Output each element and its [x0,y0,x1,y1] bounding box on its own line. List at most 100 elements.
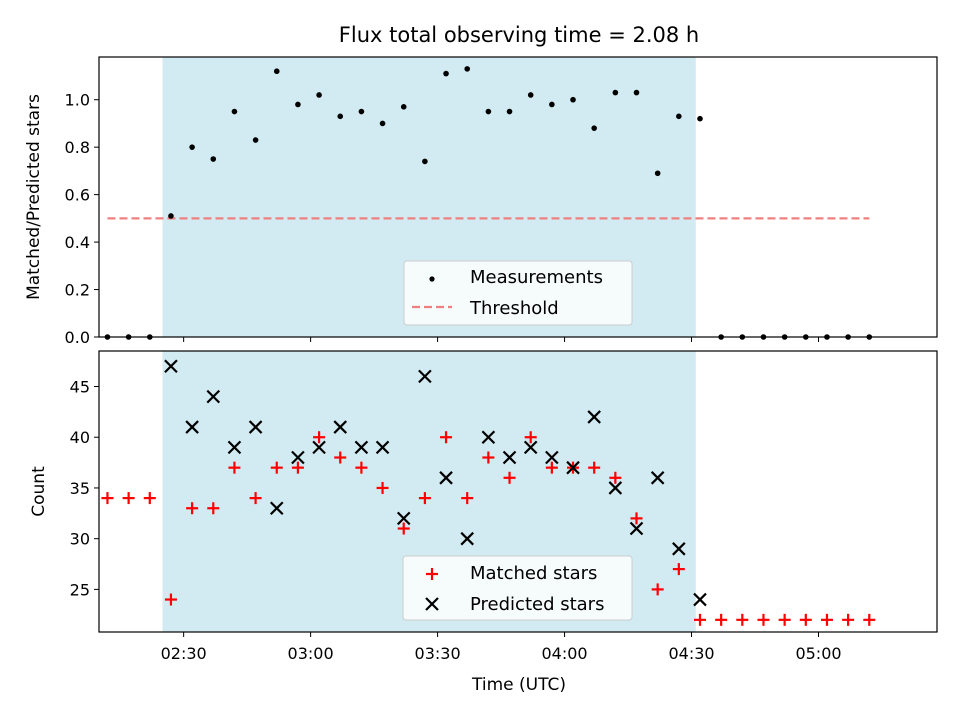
count-axes-frame [98,350,938,633]
measurement-point [422,158,428,165]
matched-star-point [334,451,347,464]
predicted-star-point [650,471,665,485]
measurement-point [570,96,576,103]
matched-star-point [503,471,516,484]
predicted-star-point [439,471,453,485]
measurement-point [273,68,280,75]
ratio-legend: Measurements Threshold [403,260,633,326]
predicted-star-point [566,460,580,475]
matched-star-point [397,522,410,535]
matched-star-point [736,613,749,626]
matched-star-point [143,492,156,505]
predicted-star-point [672,542,686,556]
matched-star-point [355,461,368,474]
measurement-point [549,101,555,108]
predicted-star-point [227,440,242,455]
legend-marker-measurements [429,276,435,282]
measurement-point [168,213,174,219]
matched-star-point [693,613,706,626]
measurement-point [591,125,597,131]
legend-label-measurements: Measurements [470,267,603,288]
predicted-star-point [375,440,390,455]
legend-marker-matched [426,568,438,580]
matched-star-point [820,613,833,626]
predicted-star-point [333,420,348,434]
ratio-y-axis-label: Matched/Predicted stars [24,94,44,300]
matched-star-point [461,492,474,505]
predicted-star-point [502,450,517,465]
y-tick-label: 0.2 [65,281,90,300]
measurement-point [337,113,344,120]
predicted-star-point [418,369,432,384]
measurement-point [464,66,471,72]
x-tick-label: 04:00 [542,644,588,663]
predicted-star-point [693,592,707,607]
matched-star-point [630,512,643,525]
y-tick-label: 0.0 [65,328,90,347]
predicted-star-point [587,410,601,424]
matched-star-points [101,431,876,626]
predicted-star-point [185,420,199,434]
legend-label-matched: Matched stars [470,563,597,584]
count-legend: Matched stars Predicted stars [402,555,633,621]
matched-star-point [122,492,135,505]
predicted-star-points [164,359,707,607]
ratio-y-ticks: 0.0 0.2 0.4 0.6 0.8 1.0 [65,91,99,347]
legend-label-predicted: Predicted stars [470,594,604,615]
matched-star-point [588,461,601,474]
matched-star-point [609,471,622,484]
matched-star-point [376,481,389,494]
measurement-points [104,66,873,340]
count-panel: 25 30 35 40 45 02:30 03:00 03:30 04:00 04:30 05:0… [29,350,938,695]
predicted-star-point [460,531,474,546]
matched-star-point [164,593,177,606]
y-tick-label: 45 [70,378,90,397]
x-tick-label: 03:00 [288,644,334,663]
measurement-point [210,156,217,162]
x-axis-label: Time (UTC) [471,675,566,695]
matched-star-point [313,431,326,444]
y-tick-label: 40 [70,428,90,447]
matched-star-point [863,613,876,626]
ratio-axes-frame [98,56,938,338]
x-tick-label: 03:30 [415,644,461,663]
measurement-point [506,108,513,115]
y-tick-label: 30 [70,530,90,549]
measurement-point [485,108,492,115]
predicted-star-point [608,481,623,495]
measurement-point [654,170,661,177]
matched-star-point [651,583,664,596]
measurement-point [400,104,407,110]
legend-label-threshold: Threshold [469,298,559,319]
y-tick-label: 25 [70,580,90,599]
x-tick-label: 04:30 [668,644,714,663]
matched-star-point [228,461,241,474]
measurement-point [527,92,534,98]
measurement-point [379,120,386,127]
count-y-ticks: 25 30 35 40 45 [70,378,99,599]
matched-star-point [715,613,728,626]
measurement-point [316,92,322,98]
ratio-x-ticks [183,337,819,342]
measurement-point [252,137,259,143]
matched-star-point [799,613,812,626]
measurement-point [697,115,703,122]
matched-star-point [186,502,199,515]
matched-star-point [291,461,304,474]
predicted-star-point [248,420,263,434]
matched-star-point [101,492,114,505]
y-tick-label: 0.4 [65,233,90,252]
predicted-star-point [523,440,538,455]
predicted-star-point [291,450,305,465]
y-tick-label: 0.8 [65,138,90,157]
measurement-point [676,113,682,120]
measurement-point [295,101,301,108]
legend-marker-predicted [425,597,439,611]
measurement-point [231,108,238,115]
y-tick-label: 35 [70,479,90,498]
measurement-point [633,89,640,96]
matched-star-point [207,502,220,515]
measurement-point [358,108,365,115]
predicted-star-point [396,511,411,526]
matched-star-point [482,451,495,464]
